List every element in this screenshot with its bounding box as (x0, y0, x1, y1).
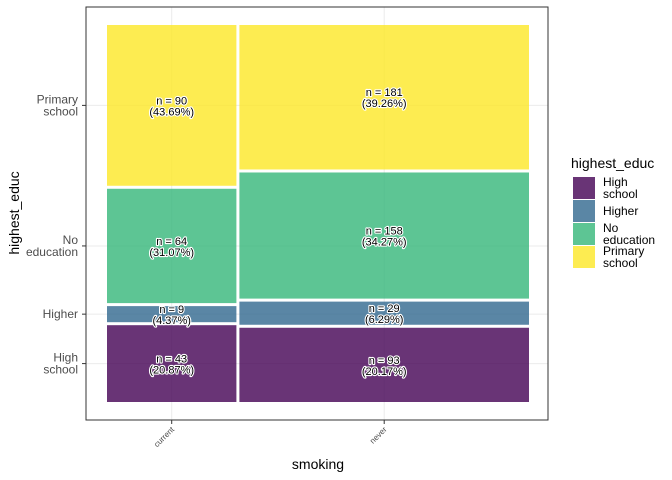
cell-label-current-high-school: n = 43 (20.87%) (149, 354, 194, 377)
mosaic-cell-never-primary-school (239, 25, 529, 170)
y-tick-label-high-school: High school (43, 351, 78, 377)
cell-label-current-no-education: n = 64 (31.07%) (149, 236, 194, 259)
cell-label-current-higher: n = 9 (4.37%) (152, 304, 191, 327)
mosaic-cell-current-primary-school (107, 25, 237, 186)
mosaic-cells (107, 25, 529, 402)
x-axis: current never (152, 420, 389, 449)
x-axis-title: smoking (292, 456, 344, 472)
cell-label-current-primary-school: n = 90 (43.69%) (149, 95, 194, 118)
cell-label-never-higher: n = 29 (6.29%) (365, 303, 404, 326)
cell-label-never-no-education: n = 158 (34.27%) (362, 226, 407, 249)
mosaic-cell-never-high-school (239, 327, 529, 402)
cell-label-never-primary-school: n = 181 (39.26%) (362, 87, 407, 110)
cell-label-never-high-school: n = 93 (20.17%) (362, 355, 407, 378)
y-tick-label-no-education: No education (26, 233, 78, 259)
y-axis-title: highest_educ (6, 171, 22, 254)
y-tick-label-higher: Higher (43, 307, 78, 321)
x-tick-label-current: current (152, 425, 177, 450)
y-axis: High school Higher No education Primary school (26, 92, 86, 377)
legend-key-no-education (573, 223, 595, 245)
mosaic-cell-never-higher (239, 301, 529, 325)
plot-border (85, 6, 549, 421)
x-tick-label-never: never (368, 425, 389, 446)
legend-key-primary-school (573, 246, 595, 268)
legend-key-higher (573, 200, 595, 222)
legend-label-high-school: High school (603, 175, 638, 201)
legend-key-high-school (573, 177, 595, 199)
legend-label-primary-school: Primary school (603, 244, 644, 270)
mosaic-cell-never-no-education (239, 172, 529, 299)
y-tick-label-primary-school: Primary school (37, 92, 78, 118)
mosaic-cell-current-high-school (107, 325, 237, 402)
mosaic-cell-current-no-education (107, 188, 237, 304)
legend-title: highest_educ (571, 155, 654, 171)
cell-labels: n = 43 (20.87%) n = 9 (4.37%) n = 64 (31.07%)… (148, 86, 407, 379)
legend-label-higher: Higher (603, 204, 638, 218)
mosaic-cell-current-higher (107, 306, 237, 323)
legend-label-no-education: No education (603, 221, 655, 247)
